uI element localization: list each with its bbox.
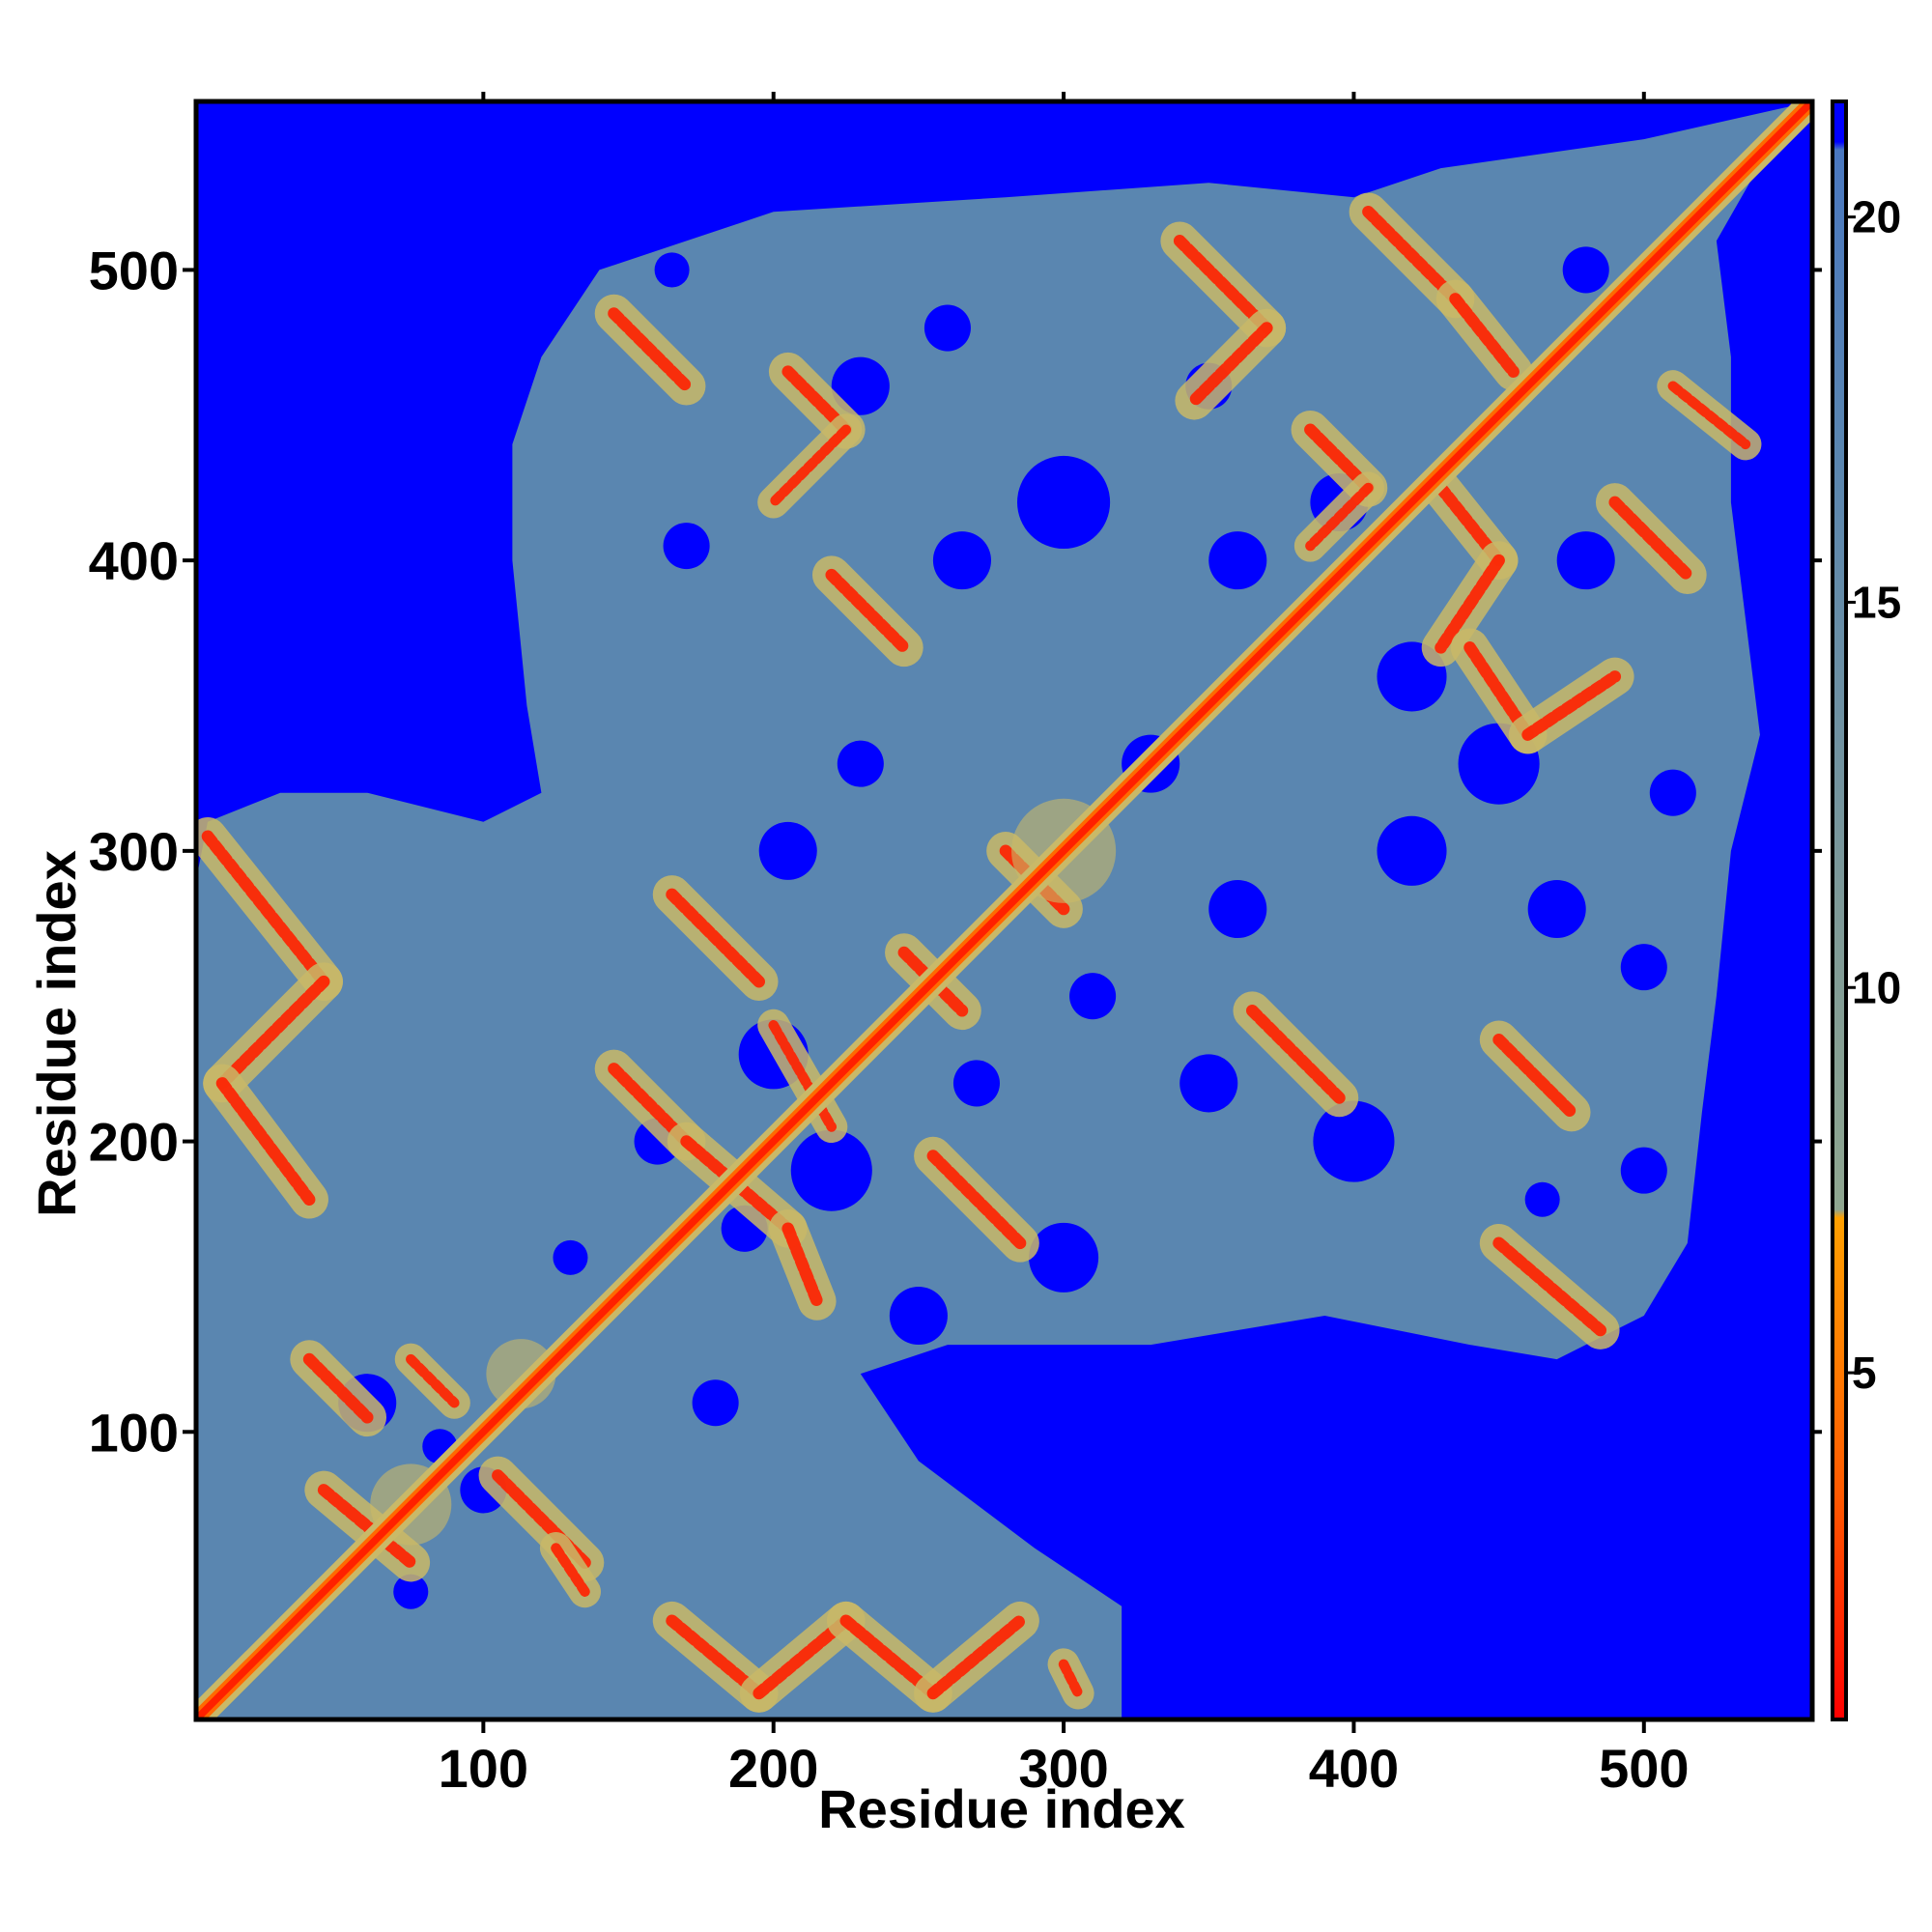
contact-gap — [837, 740, 884, 787]
contact-band — [926, 1614, 1027, 1700]
colorbar: 5 10 15 20 — [1831, 99, 1901, 1721]
contact-band — [1608, 496, 1694, 582]
x-axis-title: Residue index — [818, 1778, 1185, 1839]
contact-band — [1521, 670, 1622, 741]
contact-band — [1305, 482, 1374, 552]
contact-band — [317, 1484, 417, 1569]
contact-gap — [1208, 879, 1267, 939]
contact-band — [215, 1077, 316, 1207]
contact-gap — [1029, 1222, 1099, 1293]
contact-band — [551, 1543, 590, 1597]
y-tick-label: 400 — [89, 530, 179, 591]
contact-band — [201, 830, 330, 988]
x-tick-label: 300 — [1018, 1738, 1108, 1799]
x-tick-label: 400 — [1309, 1738, 1399, 1799]
contact-gap — [393, 1574, 429, 1609]
contact-band — [781, 1222, 824, 1308]
contact-band — [666, 888, 766, 988]
contact-band — [215, 975, 330, 1090]
contact-gap — [790, 1129, 872, 1211]
x-tick-label: 200 — [728, 1738, 818, 1799]
contact-gap — [831, 356, 890, 415]
contact-band — [1362, 205, 1462, 305]
x-tick-label: 100 — [439, 1738, 528, 1799]
contact-gap — [654, 252, 690, 288]
contact-gap — [1313, 1100, 1395, 1182]
contact-gap — [1620, 944, 1667, 991]
contact-gap — [1649, 769, 1696, 816]
contact-band — [302, 1352, 374, 1424]
heatmap-plot-area — [193, 99, 1815, 1722]
contact-band — [825, 568, 911, 654]
contact-gap — [1562, 246, 1609, 294]
y-tick-label: 100 — [89, 1402, 179, 1463]
contact-band — [1058, 1659, 1084, 1699]
contact-gap — [692, 1379, 739, 1427]
contact-gap — [553, 1239, 588, 1275]
y-axis-title: Residue index — [26, 850, 87, 1217]
y-tick-label: 500 — [89, 240, 179, 300]
contact-gap — [1208, 531, 1267, 590]
contact-gap — [1620, 1147, 1667, 1194]
contact-gap — [1017, 455, 1111, 550]
contact-band — [1173, 235, 1273, 334]
plot-frame — [193, 99, 1815, 1722]
x-tick-label: 500 — [1599, 1738, 1689, 1799]
y-tick-label: 300 — [89, 821, 179, 882]
contact-gap — [923, 304, 971, 352]
contact-gap — [1377, 815, 1447, 886]
contact-gap — [889, 1286, 948, 1346]
colorbar-tick-label: 5 — [1852, 1348, 1877, 1398]
contact-band — [1449, 293, 1520, 378]
contact-gap — [1069, 973, 1117, 1020]
contact-gap — [952, 1060, 1000, 1107]
contact-band — [926, 1150, 1027, 1250]
contact-band — [1435, 554, 1505, 654]
contact-band — [406, 1353, 460, 1408]
contact-gap — [663, 523, 710, 570]
colorbar-tick-label: 15 — [1852, 577, 1901, 627]
y-axis: 100 200 300 400 500 — [89, 240, 1822, 1463]
colorbar-tick-label: 20 — [1852, 192, 1901, 242]
contact-gap — [932, 531, 991, 590]
contact-gap — [1524, 1181, 1560, 1217]
contact-band — [1245, 1004, 1346, 1104]
contact-band — [1492, 1034, 1578, 1119]
contact-band — [768, 424, 852, 508]
contact-band — [1187, 322, 1273, 408]
diagonal-line — [196, 101, 1812, 1719]
colorbar-tick-label: 10 — [1852, 962, 1901, 1012]
y-tick-label: 200 — [89, 1112, 179, 1173]
contact-band — [608, 307, 693, 393]
colorbar-gradient — [1831, 99, 1848, 1721]
colorbar-ticks: 5 10 15 20 — [1846, 192, 1901, 1398]
contact-gap — [1179, 1054, 1238, 1113]
contact-band — [1492, 1236, 1607, 1337]
contact-gap — [1556, 531, 1615, 590]
x-axis: 100 200 300 400 500 — [439, 92, 1690, 1799]
contact-gap — [758, 821, 817, 880]
contact-band — [1667, 381, 1751, 450]
contact-gap — [1527, 879, 1586, 939]
